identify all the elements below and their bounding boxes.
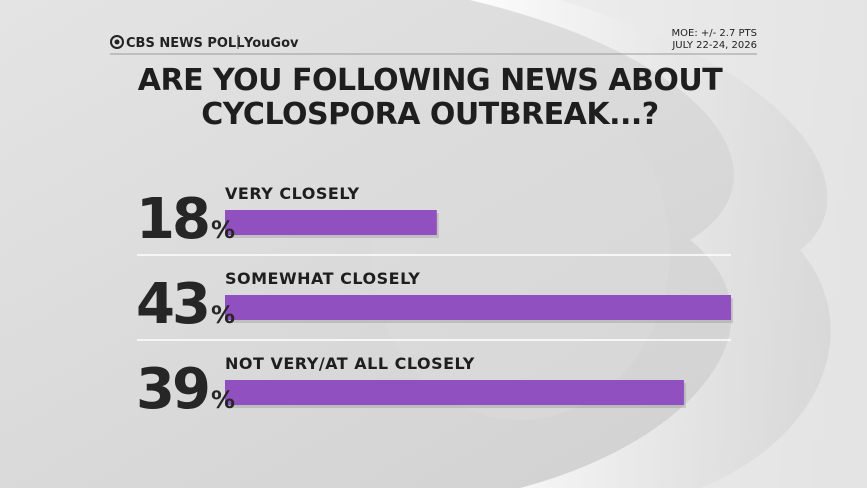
swoosh [560,0,867,488]
value-number: 43 [136,272,208,337]
swoosh [370,80,670,420]
value-label: 18% [136,187,235,252]
value-label: 43% [136,272,235,337]
category-label: SOMEWHAT CLOSELY [225,269,420,288]
value-unit: % [211,386,235,414]
value-unit: % [211,216,235,244]
partner: YouGov [243,36,299,51]
moe: MOE: +/- 2.7 PTS [672,28,757,39]
swoosh [470,0,867,488]
value-number: 39 [136,357,208,422]
date: JULY 22-24, 2026 [671,40,757,51]
category-label: VERY CLOSELY [225,184,360,203]
value-unit: % [211,301,235,329]
bar [225,380,684,405]
chart-title: ARE YOU FOLLOWING NEWS ABOUT CYCLOSPORA … [137,63,723,132]
brand: CBS NEWS POLL [126,36,244,51]
logo-eye [110,35,124,49]
bar [225,210,437,235]
logo-eye [114,39,120,45]
value-label: 39% [136,357,235,422]
bar [225,295,731,320]
category-label: NOT VERY/AT ALL CLOSELY [225,354,475,373]
value-number: 18 [136,187,208,252]
